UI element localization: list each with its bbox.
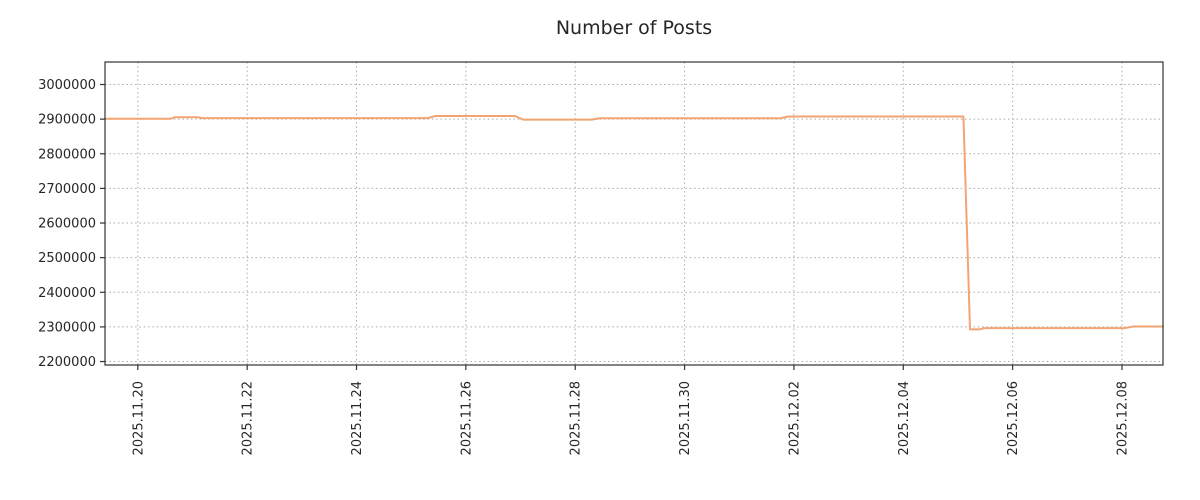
y-tick-label: 2700000 [38,182,96,197]
y-tick-label: 2300000 [38,320,96,335]
series-line-number-of-posts [104,115,1164,331]
y-tick-label: 2900000 [38,113,96,128]
y-tick-label: 2500000 [38,251,96,266]
plot-border [104,61,1164,366]
x-tick-label: 2025.11.20 [131,381,146,455]
x-tick-label: 2025.12.02 [787,381,802,455]
x-tick-label: 2025.11.26 [459,381,474,455]
chart-title: Number of Posts [555,17,713,39]
x-tick-label: 2025.11.24 [350,381,365,455]
y-tick-label: 3000000 [38,78,96,93]
x-tick-label: 2025.12.06 [1006,381,1021,455]
x-tick-label: 2025.11.28 [569,381,584,455]
y-tick-label: 2200000 [38,355,96,370]
x-tick-label: 2025.11.30 [678,381,693,455]
y-tick-label: 2800000 [38,147,96,162]
x-tick-label: 2025.12.08 [1115,381,1130,455]
y-tick-label: 2400000 [38,286,96,301]
x-tick-label: 2025.12.04 [897,381,912,455]
x-tick-label: 2025.11.22 [241,381,256,455]
y-tick-label: 2600000 [38,217,96,232]
